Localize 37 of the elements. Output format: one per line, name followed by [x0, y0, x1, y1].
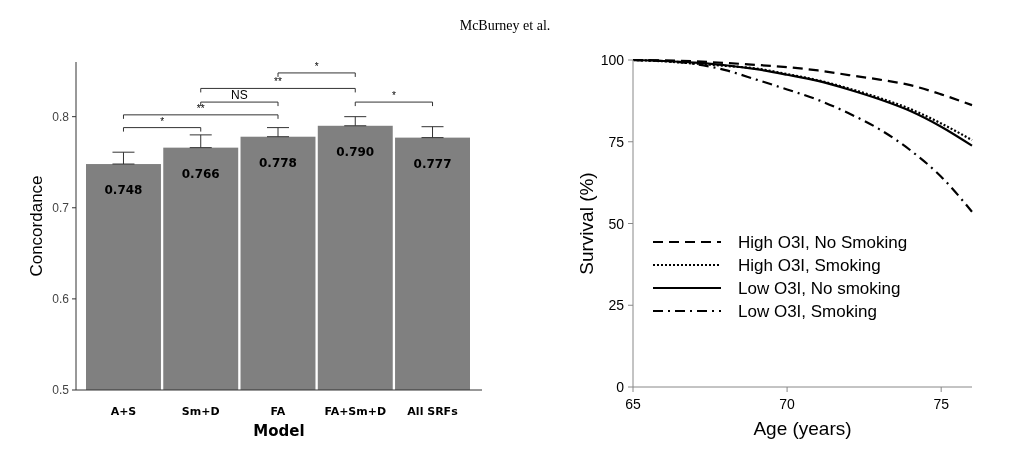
y-tick-label: 75 [608, 133, 625, 150]
legend-label: Low O3I, Smoking [738, 302, 877, 321]
y-tick-label: 0 [616, 379, 625, 395]
y-axis-title: Survival (%) [576, 172, 597, 275]
x-tick-label: Sm+D [181, 405, 220, 418]
x-tick-label: All SRFs [407, 405, 459, 418]
data-label: 0.790 [336, 144, 375, 159]
x-axis-title: Model [253, 422, 305, 440]
y-tick-label: 50 [608, 215, 625, 232]
annotation: ** [274, 76, 282, 88]
data-label: 0.777 [413, 156, 452, 171]
legend-label: Low O3I, No smoking [738, 279, 901, 298]
legend-label: High O3I, Smoking [738, 256, 881, 275]
y-tick-label: 100 [600, 52, 625, 68]
y-tick-label: 0.8 [52, 109, 70, 124]
annotation: NS [231, 88, 248, 103]
x-tick-label: A+S [110, 405, 137, 418]
data-label: 0.778 [259, 155, 297, 170]
x-tick-label: FA+Sm+D [324, 405, 387, 418]
legend-label: High O3I, No Smoking [738, 233, 908, 252]
y-tick-label: 0.6 [52, 291, 70, 306]
data-label: 0.748 [104, 183, 143, 198]
annotation: * [160, 115, 165, 127]
y-axis-title: Concordance [27, 175, 46, 277]
annotation: ** [196, 102, 205, 114]
x-axis-title: Age (years) [753, 418, 852, 439]
x-tick-label: 75 [933, 396, 950, 412]
annotation: * [314, 60, 319, 72]
y-tick-label: 25 [608, 297, 625, 314]
y-tick-label: 0.5 [52, 383, 70, 397]
y-tick-label: 0.7 [52, 200, 70, 215]
data-label: 0.766 [181, 166, 220, 181]
x-tick-label: FA [270, 405, 286, 418]
x-tick-label: 70 [779, 396, 796, 412]
x-tick-label: 65 [625, 396, 641, 412]
annotation: * [391, 90, 396, 102]
text: McBurney et al. [459, 18, 551, 33]
